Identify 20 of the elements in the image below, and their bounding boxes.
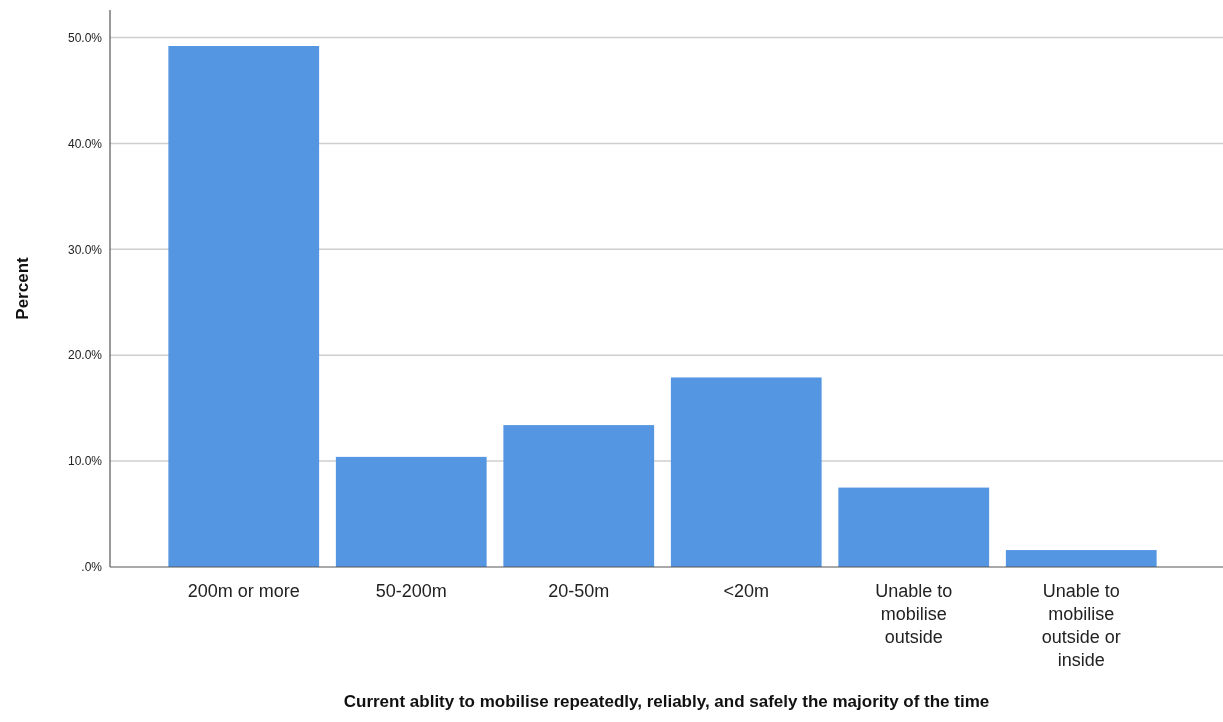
y-tick-label: 10.0% xyxy=(67,454,103,469)
y-axis-title: Percent xyxy=(13,256,32,320)
bar xyxy=(1005,550,1157,567)
bar xyxy=(335,456,487,567)
x-tick-label: Unable to mobilise outside or inside xyxy=(1041,581,1121,670)
x-tick-label: 20-50m xyxy=(548,581,610,601)
x-tick-label: Unable to mobilise outside xyxy=(875,581,953,647)
x-axis-title: Current ablity to mobilise repeatedly, reliably, and safely the majority of the time xyxy=(343,692,990,711)
bar xyxy=(503,425,655,567)
y-tick-label: .0% xyxy=(81,560,103,575)
x-tick-label: 200m or more xyxy=(187,581,300,601)
x-tick-label: 50-200m xyxy=(375,581,447,601)
x-tick-label: <20m xyxy=(723,581,770,601)
y-tick-label: 50.0% xyxy=(67,30,103,45)
y-tick-label: 40.0% xyxy=(67,136,103,151)
bar xyxy=(670,377,822,567)
bar xyxy=(838,487,990,567)
y-tick-label: 30.0% xyxy=(67,242,103,257)
y-tick-label: 20.0% xyxy=(67,348,103,363)
bar xyxy=(168,46,320,567)
